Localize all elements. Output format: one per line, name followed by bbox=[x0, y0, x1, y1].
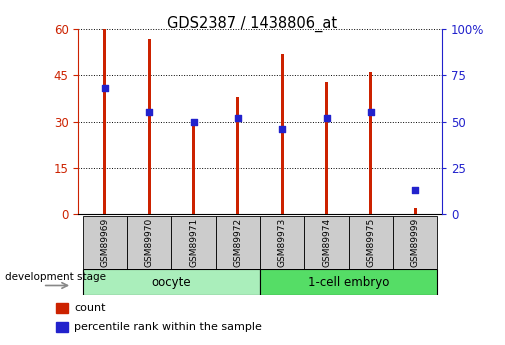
FancyBboxPatch shape bbox=[260, 216, 305, 269]
Point bbox=[101, 86, 109, 91]
Text: development stage: development stage bbox=[5, 272, 106, 282]
Point bbox=[278, 126, 286, 132]
FancyBboxPatch shape bbox=[216, 216, 260, 269]
FancyBboxPatch shape bbox=[349, 216, 393, 269]
Bar bbox=[369, 72, 373, 214]
FancyBboxPatch shape bbox=[305, 216, 349, 269]
Text: GSM89975: GSM89975 bbox=[367, 218, 375, 267]
Bar bbox=[104, 29, 107, 214]
Text: count: count bbox=[74, 303, 106, 313]
Bar bbox=[281, 54, 284, 214]
Bar bbox=[414, 208, 417, 214]
Point bbox=[234, 115, 242, 121]
Point bbox=[367, 110, 375, 115]
Text: GSM89972: GSM89972 bbox=[233, 218, 242, 267]
Bar bbox=[56, 303, 68, 313]
Text: 1-cell embryo: 1-cell embryo bbox=[308, 276, 389, 288]
Text: GSM89970: GSM89970 bbox=[145, 218, 154, 267]
FancyBboxPatch shape bbox=[393, 216, 437, 269]
FancyBboxPatch shape bbox=[260, 269, 437, 295]
FancyBboxPatch shape bbox=[83, 216, 127, 269]
Point bbox=[189, 119, 197, 125]
Text: percentile rank within the sample: percentile rank within the sample bbox=[74, 322, 262, 332]
FancyBboxPatch shape bbox=[171, 216, 216, 269]
Bar bbox=[147, 39, 151, 214]
Point bbox=[145, 110, 153, 115]
Bar bbox=[325, 82, 328, 214]
FancyBboxPatch shape bbox=[127, 216, 171, 269]
Text: GSM89971: GSM89971 bbox=[189, 218, 198, 267]
Bar bbox=[192, 122, 195, 214]
Text: oocyte: oocyte bbox=[152, 276, 191, 288]
Text: GDS2387 / 1438806_at: GDS2387 / 1438806_at bbox=[168, 16, 337, 32]
Text: GSM89973: GSM89973 bbox=[278, 218, 287, 267]
Text: GSM89974: GSM89974 bbox=[322, 218, 331, 267]
FancyBboxPatch shape bbox=[83, 269, 260, 295]
Text: GSM89999: GSM89999 bbox=[411, 218, 420, 267]
Text: GSM89969: GSM89969 bbox=[100, 218, 110, 267]
Bar bbox=[236, 97, 239, 214]
Point bbox=[323, 115, 331, 121]
Point bbox=[411, 187, 419, 193]
Bar bbox=[56, 322, 68, 332]
